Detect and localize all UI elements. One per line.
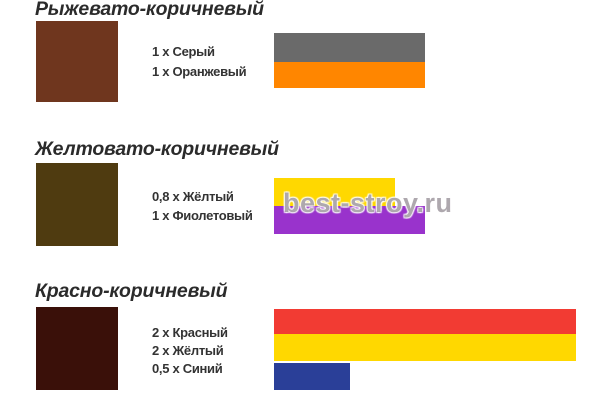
bar-blue <box>274 363 350 390</box>
section-title-yellowish-brown: Желтовато-коричневый <box>35 138 279 160</box>
ingredient-label: 0,8 х Жёлтый <box>152 189 234 204</box>
result-swatch-red-brown <box>36 307 118 390</box>
result-swatch-reddish-brown <box>36 21 118 102</box>
section-title-red-brown: Красно-коричневый <box>35 280 228 302</box>
bar-yellow <box>274 178 395 206</box>
section-title-reddish-brown: Рыжевато-коричневый <box>35 0 264 20</box>
bar-red <box>274 309 576 334</box>
ingredient-label: 0,5 х Синий <box>152 361 223 376</box>
ingredient-label: 1 х Оранжевый <box>152 64 247 79</box>
ingredient-labels: 1 х Серый 1 х Оранжевый <box>152 42 247 82</box>
bar-yellow <box>274 334 576 361</box>
bar-violet <box>274 206 425 234</box>
ingredient-labels: 0,8 х Жёлтый 1 х Фиолетовый <box>152 187 253 225</box>
ingredient-label: 2 х Красный <box>152 325 228 340</box>
bar-gray <box>274 33 425 62</box>
ingredient-labels: 2 х Красный 2 х Жёлтый 0,5 х Синий <box>152 324 228 378</box>
ingredient-label: 2 х Жёлтый <box>152 343 224 358</box>
ingredient-bars <box>274 178 425 234</box>
ingredient-bars <box>274 33 425 88</box>
site-watermark: best-stroy.ru <box>283 188 453 218</box>
ingredient-label: 1 х Серый <box>152 44 215 59</box>
ingredient-label: 1 х Фиолетовый <box>152 208 253 223</box>
ingredient-bars <box>274 309 576 390</box>
result-swatch-yellowish-brown <box>36 163 118 246</box>
bar-orange <box>274 62 425 88</box>
